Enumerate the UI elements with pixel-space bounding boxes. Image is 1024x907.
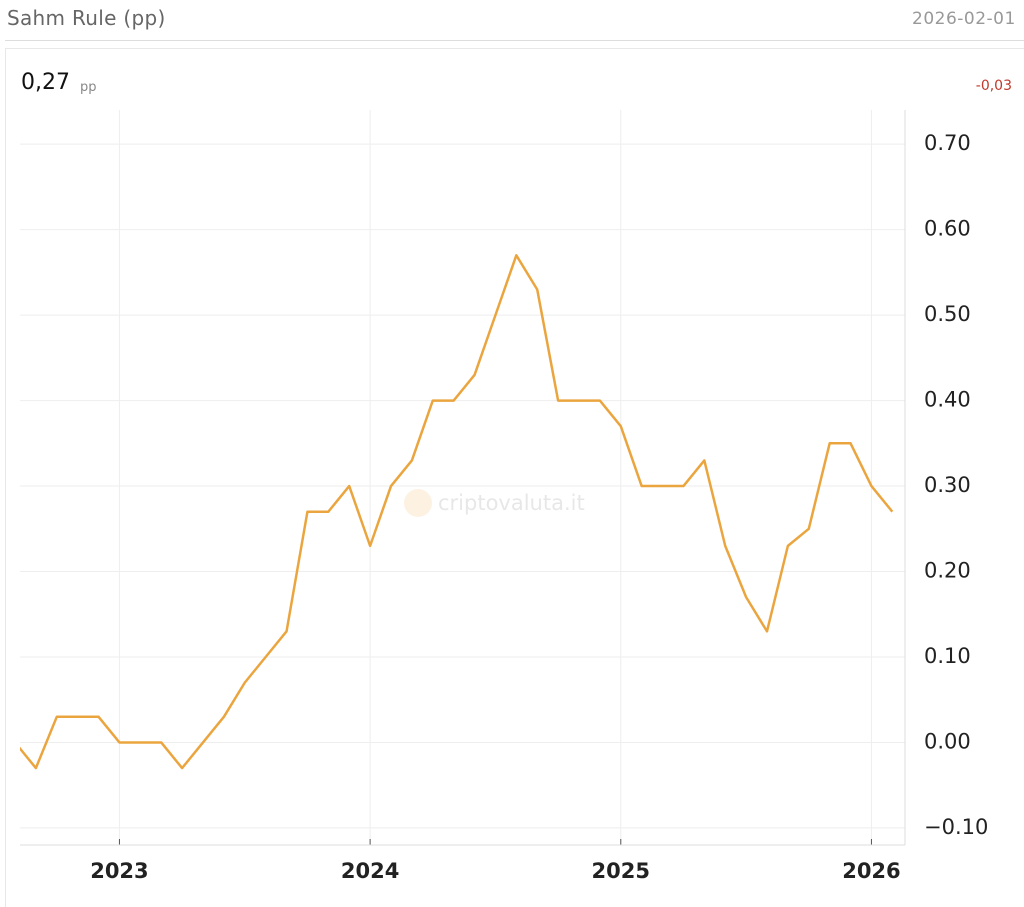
divider bbox=[5, 40, 1024, 41]
plot bbox=[20, 254, 894, 770]
watermark-logo bbox=[404, 489, 432, 517]
y-tick-label: 0.20 bbox=[924, 559, 971, 583]
date: 2026-02-01 bbox=[912, 9, 1016, 29]
y-tick-label: 0.10 bbox=[924, 644, 971, 668]
x-tick-label: 2024 bbox=[341, 859, 399, 883]
current-value: 0,27 bbox=[21, 70, 70, 95]
y-tick-label: 0.30 bbox=[924, 473, 971, 497]
watermark: criptovaluta.it bbox=[438, 491, 585, 515]
y-tick-label: 0.00 bbox=[924, 729, 971, 753]
x-tick-label: 2025 bbox=[592, 859, 650, 883]
y-tick-label: 0.40 bbox=[924, 388, 971, 412]
x-tick-label: 2023 bbox=[90, 859, 148, 883]
y-tick-label: −0.10 bbox=[924, 815, 988, 839]
y-tick-label: 0.60 bbox=[924, 217, 971, 241]
change: -0,03 bbox=[975, 78, 1012, 94]
chart-card bbox=[5, 48, 1024, 907]
x-tick-label: 2026 bbox=[842, 859, 900, 883]
indicator-title: Sahm Rule (pp) bbox=[7, 6, 166, 30]
y-tick-label: 0.70 bbox=[924, 131, 971, 155]
unit: pp bbox=[80, 80, 97, 95]
y-tick-label: 0.50 bbox=[924, 302, 971, 326]
data-line bbox=[20, 254, 894, 770]
